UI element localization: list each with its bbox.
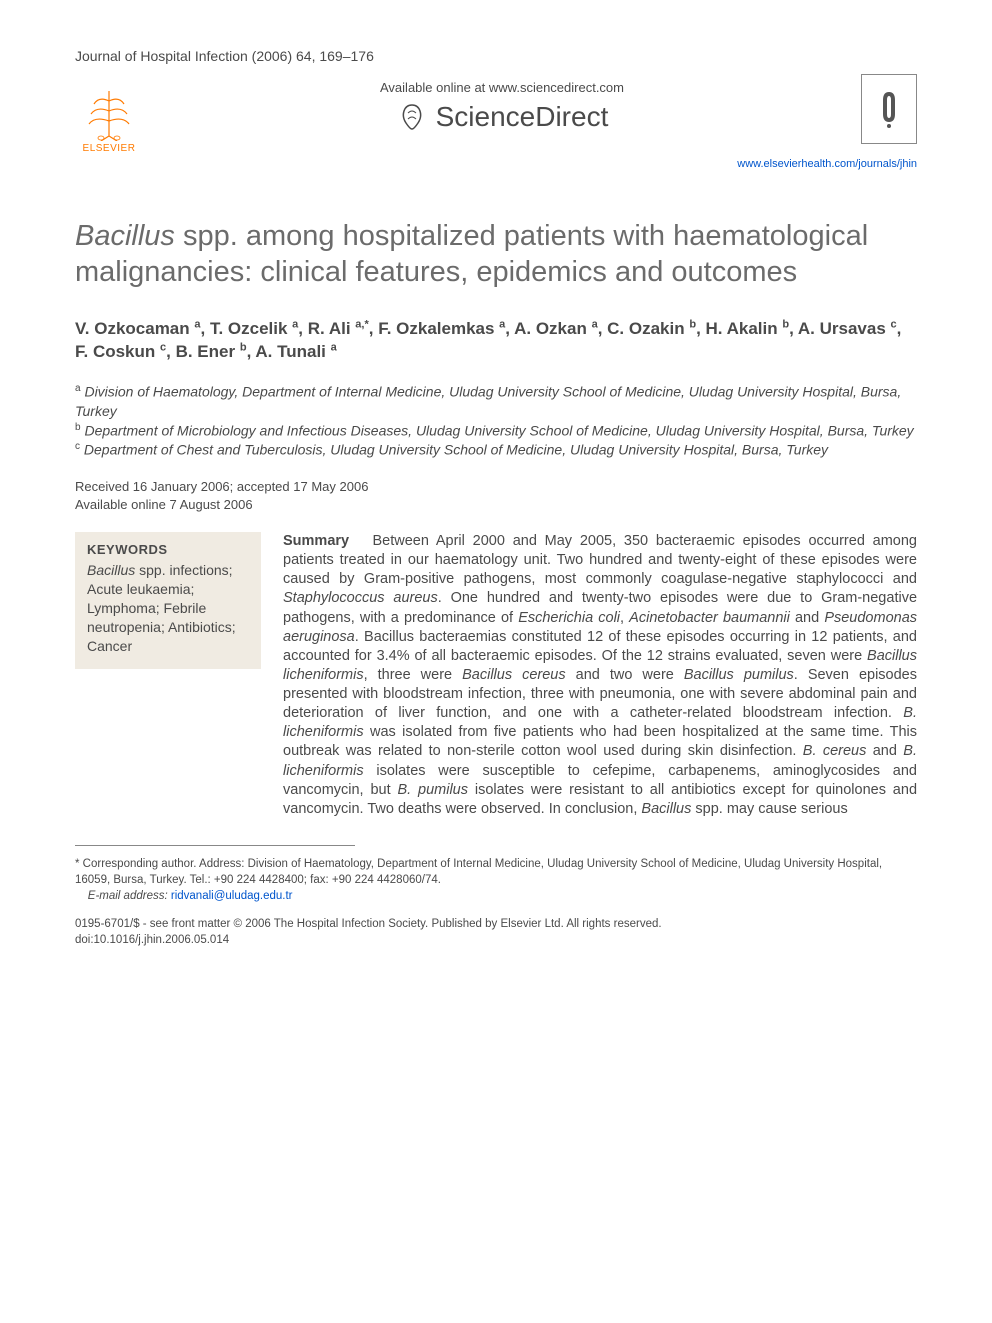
elsevier-text: ELSEVIER bbox=[83, 143, 136, 154]
copyright-block: 0195-6701/$ - see front matter © 2006 Th… bbox=[75, 916, 917, 948]
keywords-body: Bacillus spp. infections; Acute leukaemi… bbox=[87, 561, 249, 655]
email-row: E-mail address: ridvanali@uludag.edu.tr bbox=[75, 890, 917, 902]
copyright-line-1: 0195-6701/$ - see front matter © 2006 Th… bbox=[75, 916, 917, 932]
received-accepted-date: Received 16 January 2006; accepted 17 Ma… bbox=[75, 478, 917, 496]
title-italic-word: Bacillus bbox=[75, 220, 175, 252]
available-online-date: Available online 7 August 2006 bbox=[75, 496, 917, 514]
affiliation-a: a Division of Haematology, Department of… bbox=[75, 382, 917, 420]
jhi-logo bbox=[861, 74, 917, 144]
content-row: KEYWORDS Bacillus spp. infections; Acute… bbox=[75, 532, 917, 819]
authors-list: V. Ozkocaman a, T. Ozcelik a, R. Ali a,*… bbox=[75, 317, 917, 365]
journal-reference: Journal of Hospital Infection (2006) 64,… bbox=[75, 48, 917, 64]
summary-body: Between April 2000 and May 2005, 350 bac… bbox=[283, 533, 917, 817]
email-address[interactable]: ridvanali@uludag.edu.tr bbox=[171, 890, 293, 902]
header-center: Available online at www.sciencedirect.co… bbox=[143, 74, 861, 133]
affiliation-c: c Department of Chest and Tuberculosis, … bbox=[75, 440, 917, 460]
keywords-heading: KEYWORDS bbox=[87, 542, 249, 557]
elsevier-logo: ELSEVIER bbox=[75, 74, 143, 154]
summary-text: Summary Between April 2000 and May 2005,… bbox=[283, 532, 917, 819]
corresponding-author: * Corresponding author. Address: Divisio… bbox=[75, 856, 917, 888]
affiliation-b: b Department of Microbiology and Infecti… bbox=[75, 421, 917, 441]
available-online-text: Available online at www.sciencedirect.co… bbox=[143, 80, 861, 95]
title-rest: spp. among hospitalized patients with ha… bbox=[75, 220, 868, 288]
summary-label: Summary bbox=[283, 533, 349, 549]
header-row: ELSEVIER Available online at www.science… bbox=[75, 74, 917, 154]
keywords-box: KEYWORDS Bacillus spp. infections; Acute… bbox=[75, 532, 261, 669]
jhi-logo-block bbox=[861, 74, 917, 144]
sciencedirect-text: ScienceDirect bbox=[436, 101, 609, 133]
journal-link[interactable]: www.elsevierhealth.com/journals/jhin bbox=[75, 158, 917, 170]
footer-divider bbox=[75, 845, 355, 846]
copyright-line-2: doi:10.1016/j.jhin.2006.05.014 bbox=[75, 932, 917, 948]
publication-dates: Received 16 January 2006; accepted 17 Ma… bbox=[75, 478, 917, 514]
elsevier-tree-icon bbox=[79, 86, 139, 141]
jhi-logo-icon bbox=[869, 84, 909, 134]
sciencedirect-icon bbox=[396, 101, 428, 133]
article-title: Bacillus spp. among hospitalized patient… bbox=[75, 218, 917, 291]
affiliations: a Division of Haematology, Department of… bbox=[75, 382, 917, 460]
sciencedirect-row: ScienceDirect bbox=[143, 101, 861, 133]
email-label: E-mail address: bbox=[88, 890, 168, 902]
